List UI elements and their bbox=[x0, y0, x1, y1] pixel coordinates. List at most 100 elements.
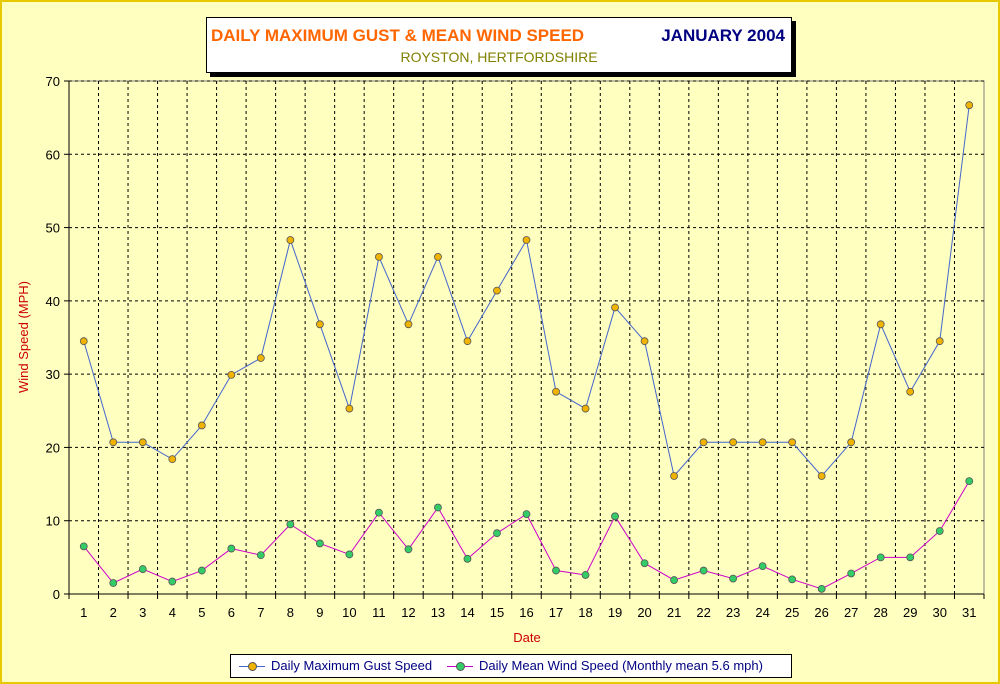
legend-gust-label: Daily Maximum Gust Speed bbox=[271, 658, 433, 673]
data-point-gust bbox=[758, 438, 767, 447]
x-tick-label: 21 bbox=[667, 605, 681, 620]
legend: Daily Maximum Gust Speed Daily Mean Wind… bbox=[230, 654, 792, 678]
data-point-gust bbox=[699, 438, 708, 447]
x-tick-label: 11 bbox=[372, 605, 386, 620]
chart-title: DAILY MAXIMUM GUST & MEAN WIND SPEED bbox=[211, 26, 585, 45]
x-tick-label: 10 bbox=[342, 605, 356, 620]
data-point-mean bbox=[138, 565, 147, 573]
data-point-mean bbox=[227, 544, 236, 553]
x-tick-label: 29 bbox=[903, 605, 917, 620]
data-point-gust bbox=[109, 438, 118, 447]
data-point-mean bbox=[640, 559, 649, 568]
y-tick-label: 40 bbox=[46, 294, 60, 309]
x-tick-label: 17 bbox=[549, 605, 563, 620]
data-point-gust bbox=[729, 438, 738, 447]
x-tick-label: 5 bbox=[198, 605, 205, 620]
chart-title-box: DAILY MAXIMUM GUST & MEAN WIND SPEED JAN… bbox=[206, 17, 792, 73]
data-point-gust bbox=[79, 337, 88, 346]
x-tick-label: 9 bbox=[316, 605, 323, 620]
data-point-mean bbox=[847, 569, 856, 578]
data-point-gust bbox=[286, 236, 295, 244]
data-point-mean bbox=[965, 477, 974, 486]
x-tick-label: 1 bbox=[80, 605, 87, 620]
x-tick-label: 25 bbox=[785, 605, 799, 620]
chart-month: JANUARY 2004 bbox=[661, 26, 785, 45]
legend-gust-marker bbox=[248, 662, 257, 671]
data-point-gust bbox=[315, 320, 324, 329]
data-point-gust bbox=[493, 286, 501, 295]
data-point-mean bbox=[315, 539, 324, 548]
x-tick-label: 6 bbox=[228, 605, 235, 620]
data-point-mean bbox=[463, 554, 472, 563]
x-tick-label: 18 bbox=[578, 605, 592, 620]
data-point-gust bbox=[168, 455, 177, 464]
data-point-gust bbox=[434, 252, 442, 261]
y-tick-label: 0 bbox=[53, 587, 60, 602]
data-point-gust bbox=[670, 472, 678, 480]
x-tick-label: 22 bbox=[696, 605, 710, 620]
data-point-mean bbox=[375, 508, 383, 517]
data-point-mean bbox=[611, 512, 619, 521]
x-tick-label: 16 bbox=[519, 605, 533, 620]
data-point-mean bbox=[345, 550, 354, 559]
x-tick-label: 27 bbox=[844, 605, 858, 620]
data-point-gust bbox=[197, 421, 206, 430]
data-point-mean bbox=[286, 520, 295, 529]
x-tick-label: 20 bbox=[637, 605, 651, 620]
data-point-mean bbox=[670, 576, 678, 584]
y-tick-label: 60 bbox=[46, 147, 60, 162]
data-point-mean bbox=[404, 545, 413, 554]
data-point-gust bbox=[345, 404, 354, 413]
data-point-gust bbox=[847, 438, 856, 447]
data-point-mean bbox=[581, 571, 590, 579]
data-point-gust bbox=[375, 252, 383, 261]
data-point-gust bbox=[817, 472, 826, 480]
data-point-mean bbox=[699, 566, 708, 575]
data-point-gust bbox=[876, 320, 885, 329]
y-tick-label: 70 bbox=[46, 74, 60, 89]
x-tick-label: 12 bbox=[401, 605, 415, 620]
data-point-mean bbox=[876, 553, 885, 562]
legend-mean-marker bbox=[456, 662, 465, 671]
data-point-gust bbox=[581, 404, 590, 413]
data-point-gust bbox=[138, 438, 147, 447]
data-point-mean bbox=[552, 566, 560, 575]
x-axis-label: Date bbox=[513, 630, 540, 645]
x-tick-label: 26 bbox=[814, 605, 828, 620]
data-point-gust bbox=[256, 354, 265, 362]
data-point-mean bbox=[729, 574, 738, 583]
x-tick-label: 3 bbox=[139, 605, 146, 620]
data-point-mean bbox=[522, 510, 531, 519]
data-point-mean bbox=[197, 566, 206, 575]
plot-area bbox=[68, 80, 985, 595]
data-point-mean bbox=[79, 542, 88, 551]
data-point-mean bbox=[168, 577, 177, 586]
x-tick-label: 28 bbox=[873, 605, 887, 620]
series bbox=[79, 101, 974, 593]
x-tick-label: 13 bbox=[431, 605, 445, 620]
chart-subtitle: ROYSTON, HERTFORDSHIRE bbox=[400, 49, 598, 65]
data-point-gust bbox=[522, 236, 531, 244]
y-axis-label: Wind Speed (MPH) bbox=[16, 281, 31, 393]
x-tick-label: 31 bbox=[962, 605, 976, 620]
data-point-mean bbox=[788, 575, 797, 584]
legend-mean-label: Daily Mean Wind Speed (Monthly mean 5.6 … bbox=[479, 658, 763, 673]
data-point-mean bbox=[109, 579, 118, 587]
x-tick-label: 8 bbox=[287, 605, 294, 620]
data-point-gust bbox=[463, 337, 472, 346]
data-point-gust bbox=[640, 337, 649, 346]
data-point-mean bbox=[493, 529, 501, 538]
x-tick-label: 19 bbox=[608, 605, 622, 620]
data-point-mean bbox=[935, 527, 944, 535]
x-tick-label: 4 bbox=[169, 605, 176, 620]
data-point-mean bbox=[758, 562, 767, 571]
y-tick-label: 20 bbox=[46, 440, 60, 455]
x-tick-label: 24 bbox=[755, 605, 769, 620]
grid bbox=[68, 80, 985, 595]
data-point-mean bbox=[434, 503, 442, 512]
data-point-mean bbox=[817, 584, 826, 593]
data-point-gust bbox=[965, 101, 974, 110]
data-point-mean bbox=[906, 553, 915, 562]
